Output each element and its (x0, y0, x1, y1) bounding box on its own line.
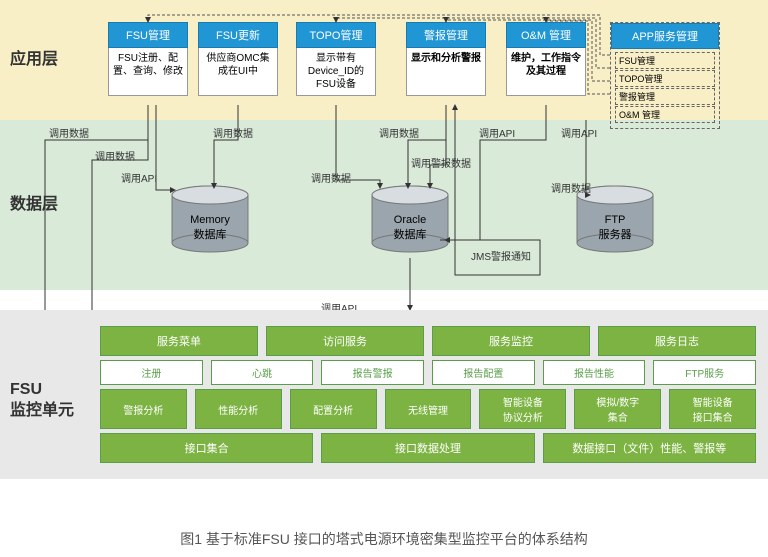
edge-label: 调用数据 (94, 148, 136, 163)
app-body: 显示带有Device_ID的FSU设备 (296, 48, 376, 96)
fsu-cell: 注册 (100, 360, 203, 385)
app-body: FSU注册、配置、查询、修改 (108, 48, 188, 96)
data-layer-label: 数据层 (10, 190, 58, 214)
edge-label: 调用数据 (378, 125, 420, 140)
app-header: 警报管理 (406, 22, 486, 48)
cyl-label: Memory 数据库 (170, 214, 250, 242)
svc-item: O&M 管理 (615, 106, 715, 123)
fsu-layer-label: FSU 监控单元 (10, 380, 74, 422)
fsu-cell: 智能设备 协议分析 (479, 389, 566, 429)
edge-label: JMS警报通知 (470, 248, 532, 263)
fsu-cell: 接口集合 (100, 433, 313, 463)
cyl-label: FTP 服务器 (575, 214, 655, 242)
app-service-header: APP服务管理 (611, 23, 719, 49)
edge-label: 调用数据 (212, 125, 254, 140)
app-header: O&M 管理 (506, 22, 586, 48)
app-service-box: APP服务管理 FSU管理TOPO管理警报管理O&M 管理 (610, 22, 720, 129)
app-body: 显示和分析警报 (406, 48, 486, 96)
fsu-cell: 接口数据处理 (321, 433, 534, 463)
fsu-cell: 服务监控 (432, 326, 590, 356)
fsu-cell: 访问服务 (266, 326, 424, 356)
svc-item: TOPO管理 (615, 70, 715, 87)
fsu-cell: 服务菜单 (100, 326, 258, 356)
fsu-cell: FTP服务 (653, 360, 756, 385)
svc-item: FSU管理 (615, 52, 715, 69)
edge-label: 调用数据 (550, 180, 592, 195)
edge-label: 调用API (478, 125, 516, 140)
fsu-cell: 智能设备 接口集合 (669, 389, 756, 429)
edge-label: 调用数据 (310, 170, 352, 185)
svc-item: 警报管理 (615, 88, 715, 105)
edge-label: 调用API (120, 170, 158, 185)
app-fsu-mgmt: FSU管理FSU注册、配置、查询、修改 (108, 22, 188, 96)
app-alarm: 警报管理显示和分析警报 (406, 22, 486, 96)
fsu-cell: 警报分析 (100, 389, 187, 429)
app-body: 维护，工作指令及其过程 (506, 48, 586, 96)
fsu-cell: 无线管理 (385, 389, 472, 429)
fsu-cell: 配置分析 (290, 389, 377, 429)
edge-label: 调用数据 (48, 125, 90, 140)
fsu-cell: 模拟/数字 集合 (574, 389, 661, 429)
fsu-cell: 服务日志 (598, 326, 756, 356)
cyl-label: Oracle 数据库 (370, 214, 450, 242)
cylinder-oracle: Oracle 数据库 (370, 185, 450, 255)
app-fsu-update: FSU更新供应商OMC集成在UI中 (198, 22, 278, 96)
edge-label: 调用API (560, 125, 598, 140)
app-body: 供应商OMC集成在UI中 (198, 48, 278, 96)
app-header: FSU更新 (198, 22, 278, 48)
fsu-cell: 报告警报 (321, 360, 424, 385)
fsu-cell: 报告配置 (432, 360, 535, 385)
app-layer-label: 应用层 (10, 45, 58, 69)
cylinder-memory: Memory 数据库 (170, 185, 250, 255)
fsu-cell: 心跳 (211, 360, 314, 385)
fsu-cell: 报告性能 (543, 360, 646, 385)
edge-label: 调用警报数据 (410, 155, 472, 170)
fsu-layer: FSU 监控单元 服务菜单访问服务服务监控服务日志 注册心跳报告警报报告配置报告… (0, 310, 768, 479)
cylinder-ftp: FTP 服务器 (575, 185, 655, 255)
app-header: TOPO管理 (296, 22, 376, 48)
app-header: FSU管理 (108, 22, 188, 48)
fsu-cell: 性能分析 (195, 389, 282, 429)
app-om: O&M 管理维护，工作指令及其过程 (506, 22, 586, 96)
figure-caption: 图1 基于标准FSU 接口的塔式电源环境密集型监控平台的体系结构 (0, 529, 768, 549)
app-topo: TOPO管理显示带有Device_ID的FSU设备 (296, 22, 376, 96)
fsu-cell: 数据接口（文件）性能、警报等 (543, 433, 756, 463)
